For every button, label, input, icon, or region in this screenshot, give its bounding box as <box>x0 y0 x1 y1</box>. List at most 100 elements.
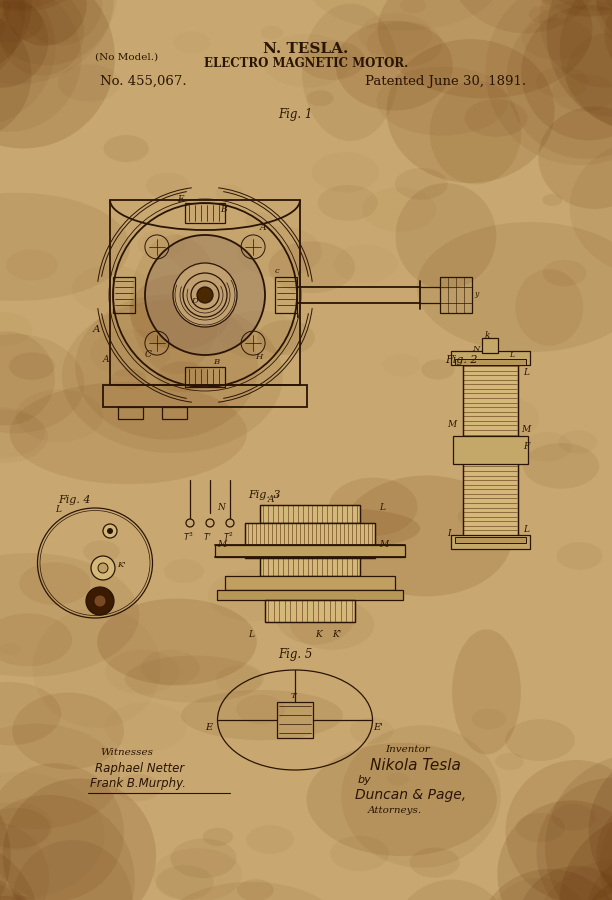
Ellipse shape <box>0 822 49 900</box>
Bar <box>260 505 360 523</box>
Ellipse shape <box>330 836 389 871</box>
Ellipse shape <box>2 0 87 46</box>
Ellipse shape <box>130 235 221 374</box>
Ellipse shape <box>0 0 32 76</box>
Text: Duncan & Page,: Duncan & Page, <box>355 788 466 802</box>
Ellipse shape <box>307 742 497 856</box>
Text: C: C <box>145 350 152 359</box>
Ellipse shape <box>10 382 247 484</box>
Text: c: c <box>275 267 280 275</box>
Text: M: M <box>217 540 226 549</box>
Ellipse shape <box>457 508 485 525</box>
Text: Attorneys.: Attorneys. <box>368 806 422 815</box>
Text: N: N <box>217 503 225 512</box>
Ellipse shape <box>246 825 294 854</box>
Ellipse shape <box>236 695 285 724</box>
Circle shape <box>186 519 194 527</box>
Bar <box>185 367 225 387</box>
Text: A: A <box>260 223 266 232</box>
Ellipse shape <box>266 508 420 549</box>
Ellipse shape <box>237 879 274 900</box>
Ellipse shape <box>0 9 31 140</box>
Ellipse shape <box>560 0 612 133</box>
Text: $T^2$: $T^2$ <box>223 531 234 544</box>
Circle shape <box>226 519 234 527</box>
Ellipse shape <box>395 168 448 200</box>
Ellipse shape <box>12 693 124 770</box>
Ellipse shape <box>517 0 612 17</box>
Text: I: I <box>447 529 450 538</box>
Ellipse shape <box>13 840 132 900</box>
Bar <box>440 277 472 313</box>
Bar <box>260 505 360 523</box>
Ellipse shape <box>9 352 55 380</box>
Ellipse shape <box>446 0 605 33</box>
Bar <box>275 277 297 313</box>
Text: E': E' <box>373 723 382 732</box>
Ellipse shape <box>545 753 612 900</box>
Ellipse shape <box>597 798 612 900</box>
Ellipse shape <box>0 884 27 900</box>
Ellipse shape <box>552 74 612 112</box>
Text: L: L <box>379 503 385 512</box>
Bar <box>185 203 225 223</box>
Circle shape <box>173 263 237 327</box>
Ellipse shape <box>580 876 612 900</box>
Bar <box>113 277 135 313</box>
Circle shape <box>94 595 106 607</box>
Circle shape <box>107 528 113 534</box>
Ellipse shape <box>529 859 612 900</box>
Ellipse shape <box>409 848 460 878</box>
Ellipse shape <box>0 554 139 677</box>
Bar <box>162 407 187 419</box>
Ellipse shape <box>512 0 612 16</box>
Bar <box>265 600 355 622</box>
Ellipse shape <box>0 877 56 900</box>
Ellipse shape <box>329 478 417 536</box>
Ellipse shape <box>257 320 315 355</box>
Ellipse shape <box>0 0 99 9</box>
Ellipse shape <box>129 274 231 349</box>
Bar <box>463 363 518 538</box>
Text: Patented June 30, 1891.: Patented June 30, 1891. <box>365 75 526 88</box>
Ellipse shape <box>475 868 612 900</box>
Text: Fig. 2: Fig. 2 <box>445 355 477 365</box>
Ellipse shape <box>97 598 257 685</box>
Ellipse shape <box>0 808 50 849</box>
Ellipse shape <box>495 752 524 770</box>
Text: A: A <box>103 355 110 364</box>
Ellipse shape <box>0 0 115 148</box>
Ellipse shape <box>336 21 453 111</box>
Ellipse shape <box>160 882 343 900</box>
Ellipse shape <box>18 0 102 45</box>
Ellipse shape <box>516 813 565 842</box>
Ellipse shape <box>537 778 612 900</box>
Ellipse shape <box>0 0 84 76</box>
Ellipse shape <box>498 800 612 900</box>
Ellipse shape <box>0 0 109 12</box>
Ellipse shape <box>153 848 242 900</box>
Text: E: E <box>177 195 184 204</box>
Ellipse shape <box>125 655 264 703</box>
Ellipse shape <box>75 294 258 439</box>
Ellipse shape <box>386 39 554 183</box>
Ellipse shape <box>536 67 588 98</box>
Ellipse shape <box>367 22 442 67</box>
Ellipse shape <box>0 795 135 900</box>
Text: by: by <box>358 775 371 785</box>
Ellipse shape <box>0 0 10 68</box>
Ellipse shape <box>505 719 575 761</box>
Text: Fig. 4: Fig. 4 <box>58 495 91 505</box>
Text: K': K' <box>332 630 341 639</box>
Text: y: y <box>474 290 478 298</box>
Ellipse shape <box>269 241 355 293</box>
Ellipse shape <box>0 896 94 900</box>
Polygon shape <box>145 235 265 355</box>
Bar <box>463 363 518 538</box>
Ellipse shape <box>0 768 11 900</box>
Text: A: A <box>93 325 100 334</box>
Ellipse shape <box>600 783 612 900</box>
Circle shape <box>91 556 115 580</box>
Ellipse shape <box>521 5 612 140</box>
Ellipse shape <box>156 865 214 900</box>
